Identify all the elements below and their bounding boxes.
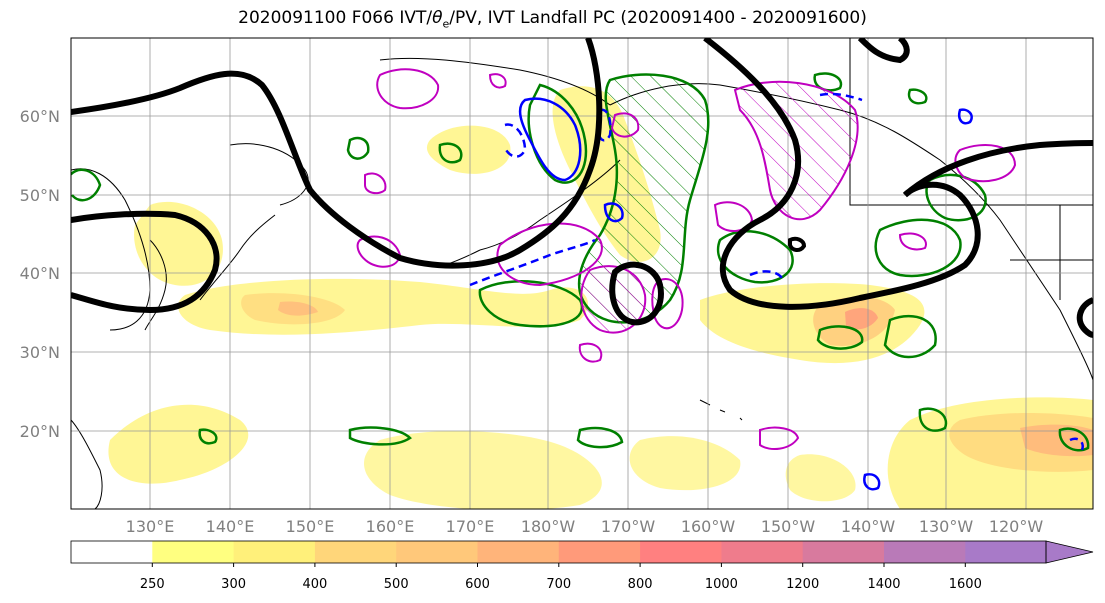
colorbar-tick-label: 800 bbox=[628, 577, 653, 592]
lon-label: 170°E bbox=[446, 517, 495, 536]
colorbar-tick-label: 1400 bbox=[867, 577, 900, 592]
lon-label: 150°W bbox=[761, 517, 816, 536]
colorbar-tick-label: 300 bbox=[221, 577, 246, 592]
map-area bbox=[71, 38, 1093, 509]
map-title: 2020091100 F066 IVT/θe/PV, IVT Landfall … bbox=[238, 8, 867, 31]
colorbar-tick-label: 600 bbox=[465, 577, 490, 592]
colorbar-segment bbox=[152, 541, 235, 563]
lon-label: 150°E bbox=[286, 517, 335, 536]
colorbar-segment bbox=[314, 541, 397, 563]
lon-label: 120°W bbox=[989, 517, 1044, 536]
colorbar-tick-label: 250 bbox=[140, 577, 165, 592]
colorbar-extend-arrow bbox=[1045, 540, 1094, 564]
colorbar-tick-label: 1600 bbox=[949, 577, 982, 592]
lon-label: 140°W bbox=[841, 517, 896, 536]
colorbar-tick-label: 1200 bbox=[786, 577, 819, 592]
lat-label: 30°N bbox=[20, 343, 60, 362]
colorbar-tick-label: 700 bbox=[546, 577, 571, 592]
ivt-pc-contours bbox=[469, 92, 1084, 491]
colorbar-segment bbox=[640, 541, 722, 563]
lon-label: 140°E bbox=[206, 517, 255, 536]
colorbar-segment bbox=[396, 541, 478, 563]
latitude-labels: 60°N 50°N 40°N 30°N 20°N bbox=[20, 107, 60, 441]
colorbar-segment bbox=[558, 541, 641, 563]
map-frame bbox=[70, 37, 1094, 510]
colorbar-segment bbox=[477, 541, 560, 563]
lon-label: 130°E bbox=[126, 517, 175, 536]
height-contours bbox=[71, 38, 1093, 338]
colorbar: 250 300 400 500 600 700 800 1000 1200 1400 1600 bbox=[70, 540, 1094, 592]
lat-label: 20°N bbox=[20, 422, 60, 441]
lon-label: 180°W bbox=[521, 517, 576, 536]
colorbar-segment bbox=[965, 541, 1048, 563]
colorbar-segment bbox=[884, 541, 966, 563]
ivt-shading bbox=[108, 86, 1093, 509]
lat-label: 60°N bbox=[20, 107, 60, 126]
lat-label: 40°N bbox=[20, 264, 60, 283]
colorbar-tick-label: 1000 bbox=[705, 577, 738, 592]
colorbar-tick-label: 500 bbox=[384, 577, 409, 592]
lon-label: 160°E bbox=[366, 517, 415, 536]
colorbar-segment bbox=[71, 541, 153, 563]
theta-e-contours bbox=[71, 72, 1090, 452]
lon-label: 160°W bbox=[681, 517, 736, 536]
colorbar-segment bbox=[802, 541, 885, 563]
lon-label: 170°W bbox=[601, 517, 656, 536]
colorbar-segment bbox=[721, 541, 804, 563]
colorbar-tick-label: 400 bbox=[302, 577, 327, 592]
lat-label: 50°N bbox=[20, 186, 60, 205]
lon-label: 130°W bbox=[919, 517, 974, 536]
colorbar-segment bbox=[233, 541, 316, 563]
longitude-labels: 130°E 140°E 150°E 160°E 170°E 180°W 170°… bbox=[126, 517, 1044, 536]
